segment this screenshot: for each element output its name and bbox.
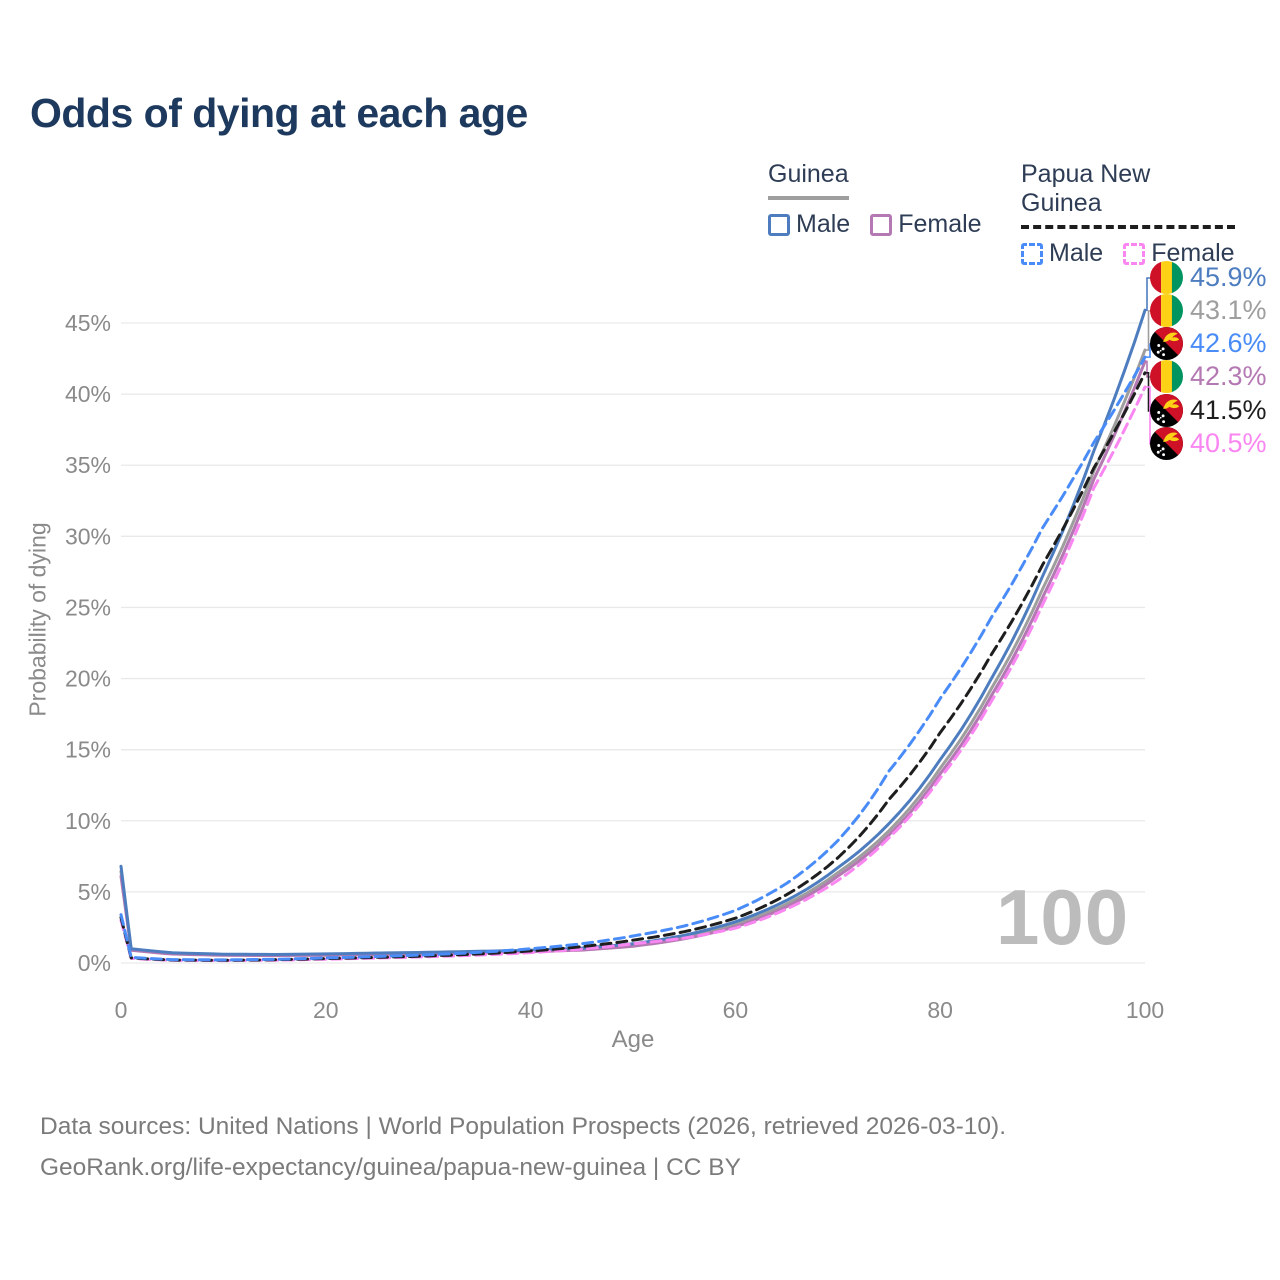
y-tick-label: 30% [65, 523, 111, 549]
legend-item-png-male[interactable]: Male [1021, 239, 1103, 268]
png-male-swatch-icon [1021, 242, 1043, 265]
y-tick-label: 0% [78, 950, 111, 976]
x-tick-label: 100 [1126, 997, 1164, 1023]
end-label-papua-new-guinea-male: 42.6% [1150, 327, 1267, 360]
legend-item-label: Male [1049, 239, 1104, 267]
y-tick-label: 25% [65, 594, 111, 620]
guinea-female-swatch-icon [870, 213, 893, 236]
papua-new-guinea-flag-icon [1150, 427, 1183, 460]
x-tick-label: 20 [313, 997, 339, 1023]
legend-item-guinea-male[interactable]: Male [768, 210, 850, 239]
y-tick-label: 45% [65, 310, 111, 336]
x-tick-label: 0 [115, 997, 128, 1023]
end-label-papua-new-guinea: 41.5% [1150, 394, 1267, 427]
page-title: Odds of dying at each age [30, 90, 528, 136]
end-label-guinea-male: 45.9% [1150, 261, 1267, 294]
legend-header-guinea: Guinea [768, 160, 849, 200]
png-female-swatch-icon [1123, 242, 1146, 265]
series-line-papua-new-guinea-female[interactable] [119, 385, 1147, 963]
guinea-flag-icon [1150, 294, 1183, 327]
end-label-papua-new-guinea-female: 40.5% [1150, 427, 1267, 460]
series-line-papua-new-guinea-male[interactable] [119, 355, 1147, 962]
legend-group-papua-new-guinea: Papua New Guinea Male Female [1021, 160, 1235, 268]
y-tick-label: 5% [78, 879, 111, 905]
legend-item-label: Female [898, 210, 982, 238]
x-tick-label: 80 [927, 997, 953, 1023]
footer: Data sources: United Nations | World Pop… [40, 1106, 1006, 1188]
legend-header-papua-new-guinea: Papua New Guinea [1021, 160, 1235, 229]
y-tick-label: 15% [65, 737, 111, 763]
papua-new-guinea-flag-icon [1150, 327, 1183, 360]
footer-attribution: GeoRank.org/life-expectancy/guinea/papua… [40, 1154, 741, 1181]
end-label-connector-guinea [1146, 310, 1151, 351]
end-label-connector-guinea-male [1146, 277, 1151, 312]
series-line-guinea-female[interactable] [119, 359, 1147, 958]
y-tick-label: 35% [65, 452, 111, 478]
guinea-flag-icon [1150, 261, 1183, 294]
end-value-label: 41.5% [1190, 395, 1267, 425]
x-axis-title: Age [611, 1026, 655, 1053]
y-tick-label: 20% [65, 666, 111, 692]
y-tick-label: 10% [65, 808, 111, 834]
end-value-label: 43.1% [1190, 295, 1267, 325]
guinea-flag-icon [1150, 360, 1183, 393]
legend-item-label: Male [796, 210, 851, 238]
papua-new-guinea-flag-icon [1150, 394, 1183, 427]
footer-data-sources: Data sources: United Nations | World Pop… [40, 1113, 1007, 1140]
x-tick-label: 40 [518, 997, 544, 1023]
end-label-guinea-female: 42.3% [1150, 360, 1267, 393]
end-value-label: 42.6% [1190, 328, 1267, 358]
end-value-label: 40.5% [1190, 428, 1267, 458]
end-label-guinea: 43.1% [1150, 294, 1267, 327]
end-value-label: 42.3% [1190, 361, 1267, 391]
y-tick-label: 40% [65, 381, 111, 407]
guinea-male-swatch-icon [768, 213, 790, 236]
series-line-guinea-male[interactable] [119, 308, 1147, 956]
series-line-papua-new-guinea[interactable] [119, 371, 1147, 962]
legend-group-guinea: Guinea Male Female [768, 160, 982, 239]
age-watermark: 100 [996, 873, 1130, 961]
x-tick-label: 60 [723, 997, 749, 1023]
end-value-label: 45.9% [1190, 262, 1267, 292]
y-axis-title: Probability of dying [24, 522, 51, 717]
legend-item-guinea-female[interactable]: Female [870, 210, 982, 239]
